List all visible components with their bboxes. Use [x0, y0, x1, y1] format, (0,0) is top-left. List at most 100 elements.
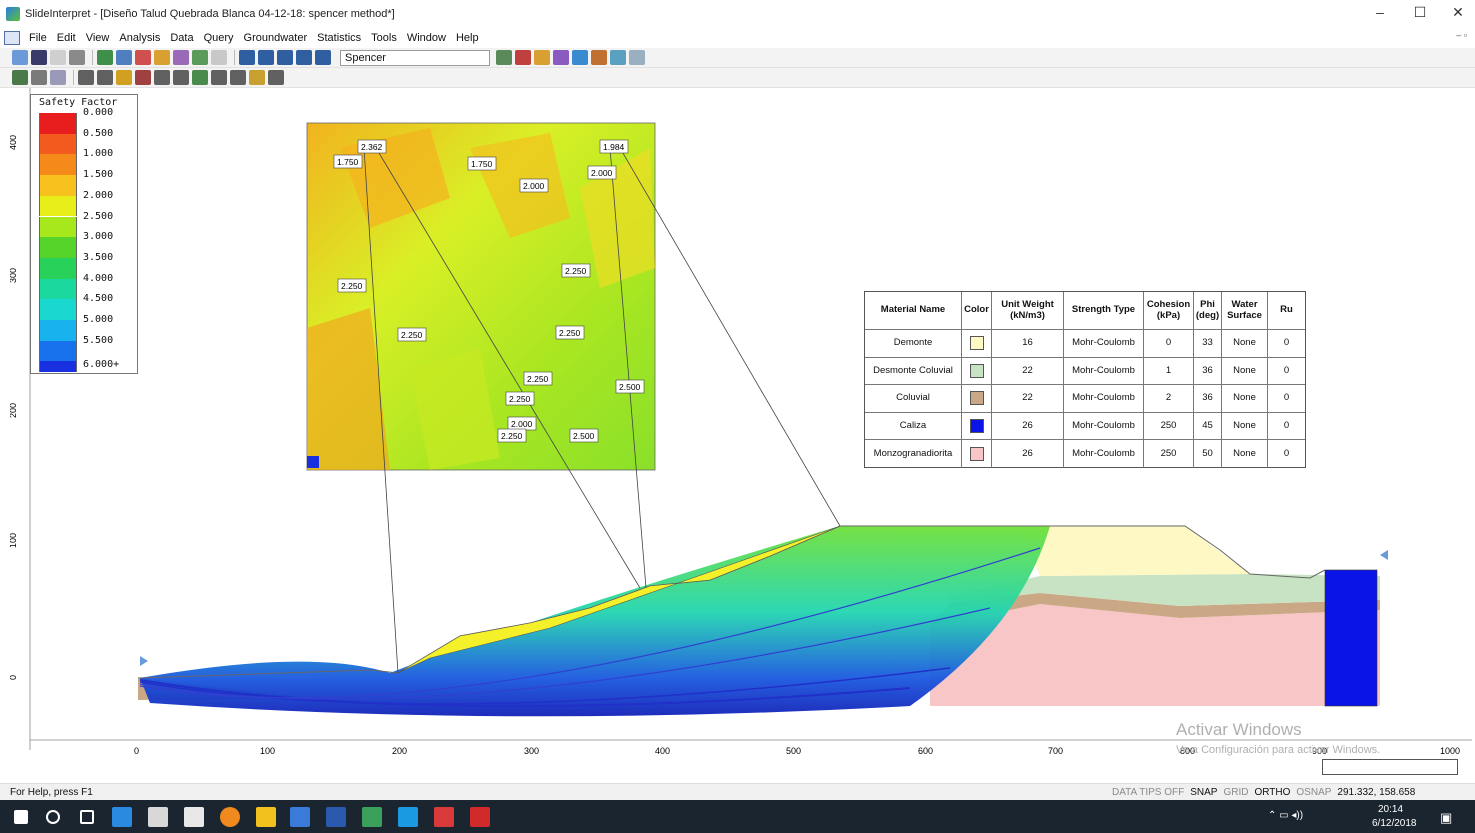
- menu-help[interactable]: Help: [455, 31, 479, 44]
- menu-statistics[interactable]: Statistics: [317, 31, 362, 44]
- statistics-icon[interactable]: [192, 50, 208, 65]
- options-icon[interactable]: [629, 50, 645, 65]
- chart-icon[interactable]: [116, 50, 132, 65]
- slide-icon[interactable]: [362, 807, 382, 827]
- app-icon: [6, 7, 20, 21]
- method-select-value: Spencer: [345, 51, 386, 64]
- notifications-icon[interactable]: ▣: [1440, 810, 1453, 825]
- legend-swatch: [39, 320, 77, 341]
- table-header: Cohesion (kPa): [1144, 292, 1194, 330]
- menu-file[interactable]: File: [29, 31, 47, 44]
- word-icon[interactable]: [326, 807, 346, 827]
- toggle-ortho[interactable]: ORTHO: [1254, 786, 1291, 798]
- search-icon[interactable]: [46, 810, 60, 824]
- text-box-icon[interactable]: [192, 70, 208, 85]
- x-tick-label: 500: [786, 746, 801, 756]
- app-red-icon[interactable]: [434, 807, 454, 827]
- menu-query[interactable]: Query: [203, 31, 234, 44]
- toggle-data-tips[interactable]: DATA TIPS OFF: [1112, 786, 1185, 798]
- toggle-osnap[interactable]: OSNAP: [1296, 786, 1332, 798]
- undo-icon[interactable]: [211, 50, 227, 65]
- angle-icon[interactable]: [211, 70, 227, 85]
- table-header: Phi (deg): [1194, 292, 1222, 330]
- material-color-swatch: [969, 391, 984, 406]
- safety-factor-icon[interactable]: [534, 50, 550, 65]
- inset-sf-label: 2.250: [509, 394, 531, 404]
- rectangle-icon[interactable]: [154, 70, 170, 85]
- forces-icon[interactable]: [591, 50, 607, 65]
- pan-icon[interactable]: [315, 50, 331, 65]
- file-explorer-icon[interactable]: [256, 807, 276, 827]
- zoom-in-icon[interactable]: [239, 50, 255, 65]
- clock-time[interactable]: 20:14: [1378, 804, 1404, 815]
- menu-analysis[interactable]: Analysis: [119, 31, 161, 44]
- close-button[interactable]: ✕: [1452, 4, 1464, 20]
- menu-view[interactable]: View: [85, 31, 110, 44]
- menu-data[interactable]: Data: [170, 31, 194, 44]
- menu-groundwater[interactable]: Groundwater: [243, 31, 308, 44]
- clock-date[interactable]: 6/12/2018: [1372, 818, 1417, 829]
- material-icon[interactable]: [154, 50, 170, 65]
- dimension-icon[interactable]: [116, 70, 132, 85]
- query-icon[interactable]: [553, 50, 569, 65]
- inset-sf-label: 2.500: [573, 431, 595, 441]
- start-icon[interactable]: [14, 810, 28, 824]
- copy-icon[interactable]: [173, 50, 189, 65]
- table-cell-phi: 36: [1194, 385, 1222, 413]
- x-tick-label: 1000: [1440, 746, 1460, 756]
- table-cell-strength: Mohr-Coulomb: [1064, 330, 1144, 358]
- zoom-out-icon[interactable]: [258, 50, 274, 65]
- zoom-window-icon[interactable]: [296, 50, 312, 65]
- table-cell-ru: 0: [1268, 330, 1305, 358]
- tray-icons[interactable]: ⌃ ▭ ◂)): [1268, 810, 1304, 821]
- layout-icon[interactable]: [12, 70, 28, 85]
- layer-desmonte-coluvial: [950, 574, 1380, 606]
- x-axis: 0 100 200 300 400 500 600 700 800 900 10…: [30, 739, 1472, 756]
- inset-sf-label: 1.750: [337, 157, 359, 167]
- mdi-window-controls[interactable]: – ▫: [1456, 30, 1467, 40]
- legend-swatch: [39, 113, 77, 134]
- legend-label: 0.000: [83, 107, 114, 118]
- global-minimum-icon[interactable]: [496, 50, 512, 65]
- display-icon[interactable]: [31, 70, 47, 85]
- open-icon[interactable]: [12, 50, 28, 65]
- mail-icon[interactable]: [184, 807, 204, 827]
- store-icon[interactable]: [148, 807, 168, 827]
- menu-tools[interactable]: Tools: [371, 31, 397, 44]
- minimize-button[interactable]: –: [1376, 4, 1384, 20]
- restore-button[interactable]: ☐: [1413, 4, 1427, 20]
- interpret-icon[interactable]: [97, 50, 113, 65]
- layer-demonte: [1020, 526, 1250, 576]
- task-view-icon[interactable]: [80, 810, 94, 824]
- slices-icon[interactable]: [610, 50, 626, 65]
- slip-surfaces-icon[interactable]: [515, 50, 531, 65]
- arrow-icon[interactable]: [97, 70, 113, 85]
- slide-interpret-icon[interactable]: [398, 807, 418, 827]
- print-icon[interactable]: [69, 50, 85, 65]
- polyline-icon[interactable]: [135, 70, 151, 85]
- menu-window[interactable]: Window: [406, 31, 446, 44]
- zoom-all-icon[interactable]: [277, 50, 293, 65]
- edge-icon[interactable]: [112, 807, 132, 827]
- method-select[interactable]: Spencer: [340, 49, 490, 66]
- autocad-icon[interactable]: [290, 807, 310, 827]
- line-icon[interactable]: [78, 70, 94, 85]
- contour-icon[interactable]: [135, 50, 151, 65]
- menu-edit[interactable]: Edit: [56, 31, 76, 44]
- document-icon[interactable]: [4, 30, 20, 45]
- ellipse-icon[interactable]: [173, 70, 189, 85]
- save-icon[interactable]: [31, 50, 47, 65]
- annotation-icon[interactable]: [249, 70, 265, 85]
- erase-icon[interactable]: [268, 70, 284, 85]
- acrobat-icon[interactable]: [470, 807, 490, 827]
- graph-icon[interactable]: [572, 50, 588, 65]
- ruler-icon[interactable]: [230, 70, 246, 85]
- soil-layers: [138, 526, 1380, 707]
- toggle-grid[interactable]: GRID: [1223, 786, 1249, 798]
- table-cell-ru: 0: [1268, 385, 1305, 413]
- chrome-icon[interactable]: [220, 807, 240, 827]
- command-input[interactable]: [1322, 759, 1458, 775]
- toggle-snap[interactable]: SNAP: [1190, 786, 1218, 798]
- print-preview-icon[interactable]: [50, 50, 66, 65]
- table-icon[interactable]: [50, 70, 66, 85]
